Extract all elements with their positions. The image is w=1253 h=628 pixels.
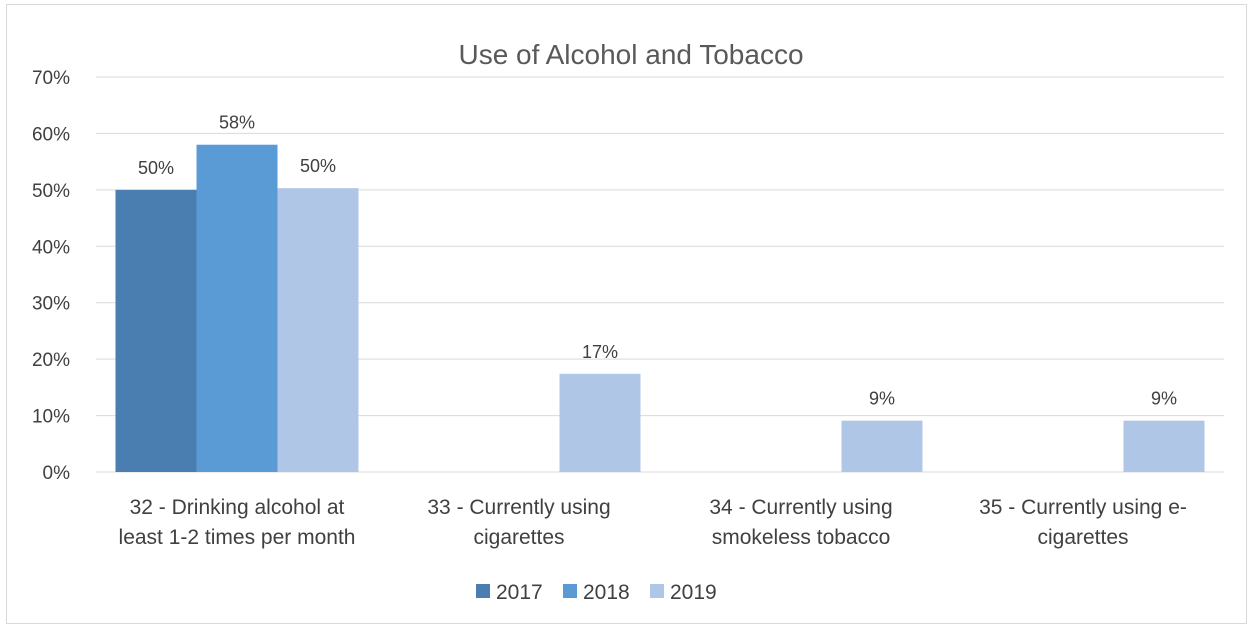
bar-2018-1: [196, 144, 278, 472]
legend: 2017 2018 2019: [476, 581, 717, 604]
y-tick-label: 20%: [32, 350, 70, 371]
x-tick-label: cigarettes: [1037, 526, 1128, 549]
chart-title: Use of Alcohol and Tobacco: [458, 39, 803, 70]
bar-2019-3: [841, 420, 923, 472]
y-tick-label: 60%: [32, 124, 70, 145]
bar-2019-1: [277, 188, 359, 472]
y-tick-label: 10%: [32, 407, 70, 428]
x-tick-label: cigarettes: [473, 526, 564, 549]
legend-swatch: [650, 584, 664, 598]
legend-swatch: [476, 584, 490, 598]
x-tick-label: 33 - Currently using: [427, 496, 610, 519]
legend-label: 2017: [496, 581, 543, 604]
legend-label: 2018: [583, 581, 630, 604]
data-label: 58%: [219, 113, 255, 133]
x-tick-label: 34 - Currently using: [709, 496, 892, 519]
bar-2017-1: [115, 189, 197, 472]
x-tick-label: 32 - Drinking alcohol at: [130, 496, 345, 519]
data-label: 9%: [1151, 389, 1177, 409]
data-label: 50%: [138, 158, 174, 178]
bar-2019-2: [559, 373, 641, 472]
data-label: 50%: [300, 156, 336, 176]
y-axis-labels: 0% 10% 20% 30% 40% 50% 60% 70%: [32, 68, 70, 484]
x-axis-labels: 32 - Drinking alcohol at least 1-2 times …: [119, 496, 1187, 549]
y-tick-label: 40%: [32, 237, 70, 258]
x-tick-label: smokeless tobacco: [712, 526, 891, 549]
bars: [115, 144, 1205, 472]
x-tick-label: 35 - Currently using e-: [979, 496, 1187, 519]
data-label: 9%: [869, 389, 895, 409]
bar-2019-4: [1123, 420, 1205, 472]
y-tick-label: 70%: [32, 68, 70, 89]
data-label: 17%: [582, 342, 618, 362]
y-tick-label: 0%: [43, 463, 71, 484]
data-labels: 50% 58% 50% 17% 9% 9%: [138, 113, 1177, 409]
y-tick-label: 30%: [32, 294, 70, 315]
legend-swatch: [563, 584, 577, 598]
y-tick-label: 50%: [32, 181, 70, 202]
x-tick-label: least 1-2 times per month: [119, 526, 356, 549]
legend-label: 2019: [670, 581, 717, 604]
